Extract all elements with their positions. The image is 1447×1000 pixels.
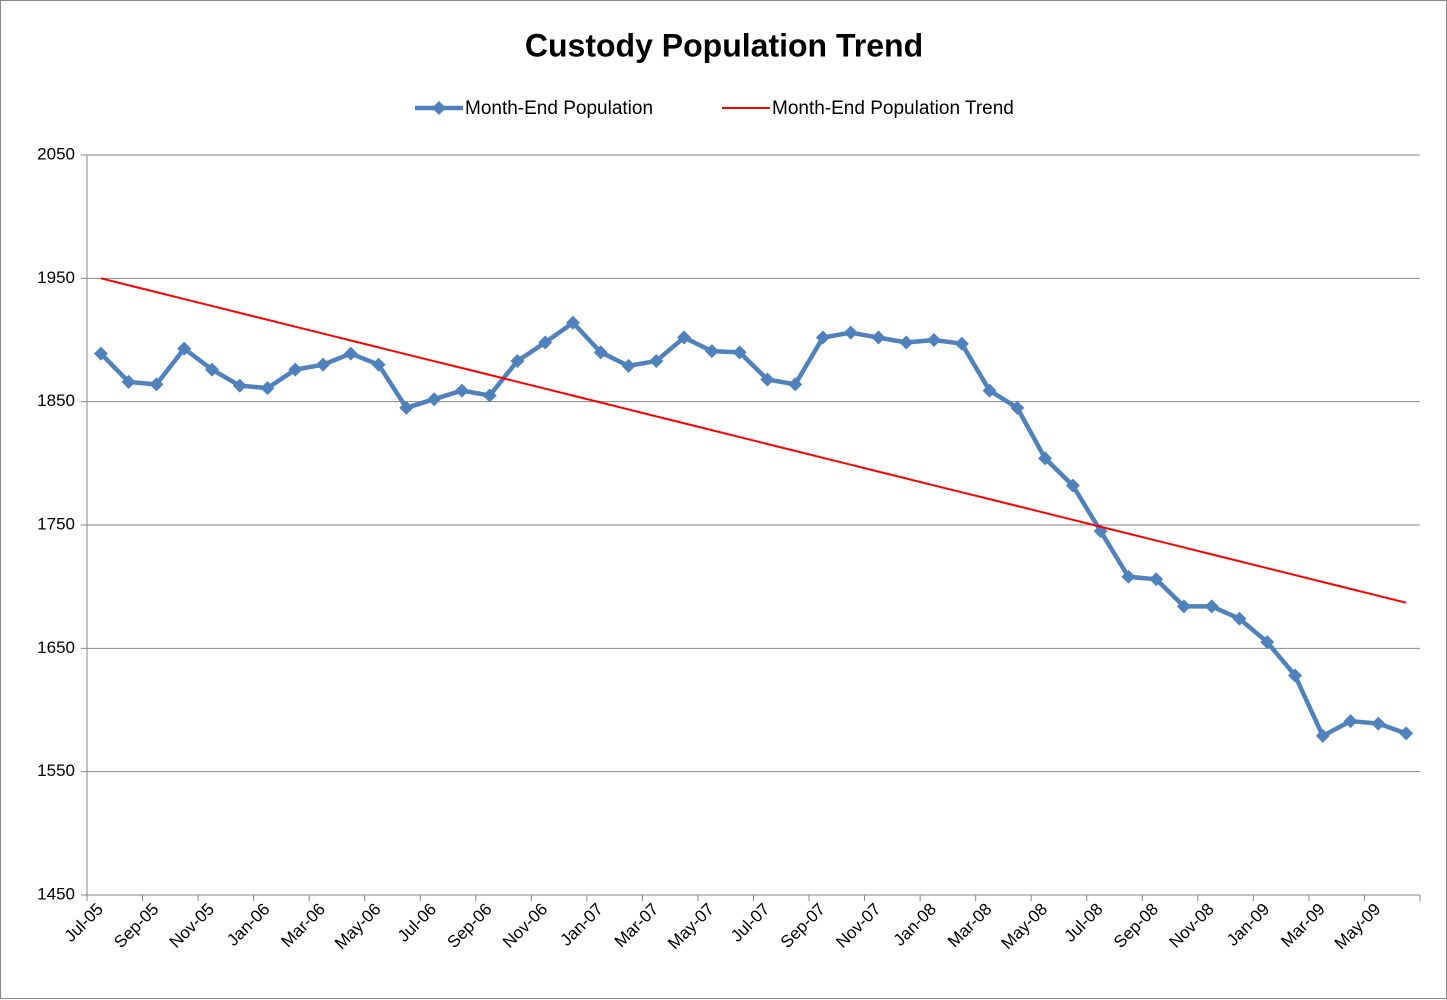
legend-label: Month-End Population: [465, 98, 653, 119]
point-marker: [621, 358, 636, 373]
point-marker: [510, 353, 525, 368]
point-marker: [343, 346, 358, 361]
point-marker: [871, 330, 886, 345]
point-marker: [260, 381, 275, 396]
legend-marker: [432, 101, 446, 115]
y-tick-label: 2050: [37, 144, 75, 163]
y-tick-label: 1450: [37, 884, 75, 903]
point-marker: [427, 392, 442, 407]
point-marker: [760, 372, 775, 387]
point-marker: [565, 315, 580, 330]
point-marker: [927, 333, 942, 347]
point-marker: [288, 362, 303, 377]
point-marker: [454, 383, 469, 398]
point-marker: [843, 325, 858, 340]
y-tick-label: 1650: [37, 638, 75, 657]
point-marker: [1038, 451, 1053, 466]
point-marker: [482, 388, 497, 403]
point-marker: [815, 330, 830, 345]
point-marker: [1065, 478, 1080, 493]
series-line: [100, 277, 1407, 604]
point-marker: [1204, 599, 1219, 614]
point-marker: [1121, 569, 1136, 584]
point-marker: [149, 377, 164, 392]
point-marker: [399, 400, 414, 415]
y-tick-label: 1950: [37, 268, 75, 287]
point-marker: [649, 353, 664, 368]
y-tick-label: 1550: [37, 761, 75, 780]
point-marker: [732, 345, 747, 360]
point-marker: [1260, 635, 1275, 650]
point-marker: [1232, 611, 1247, 626]
point-marker: [593, 345, 608, 360]
point-marker: [177, 341, 192, 356]
point-marker: [1149, 572, 1164, 587]
point-marker: [1010, 400, 1025, 415]
point-marker: [1176, 599, 1191, 614]
legend-label: Month-End Population Trend: [772, 98, 1014, 119]
point-marker: [1399, 726, 1414, 741]
point-marker: [93, 346, 108, 361]
point-marker: [204, 362, 219, 377]
point-marker: [704, 344, 719, 359]
point-marker: [899, 335, 914, 350]
point-marker: [121, 374, 136, 389]
point-marker: [1315, 728, 1330, 743]
point-marker: [232, 378, 247, 393]
point-marker: [1288, 668, 1303, 683]
point-marker: [371, 357, 386, 372]
point-marker: [316, 357, 331, 372]
point-marker: [677, 330, 692, 345]
point-marker: [982, 383, 997, 398]
chart-title: Custody Population Trend: [525, 27, 923, 63]
point-marker: [1343, 714, 1358, 729]
point-marker: [788, 377, 803, 392]
point-marker: [538, 335, 553, 350]
y-tick-label: 1750: [37, 514, 75, 533]
point-marker: [954, 336, 969, 351]
point-marker: [1371, 716, 1386, 731]
y-tick-label: 1850: [37, 391, 75, 410]
